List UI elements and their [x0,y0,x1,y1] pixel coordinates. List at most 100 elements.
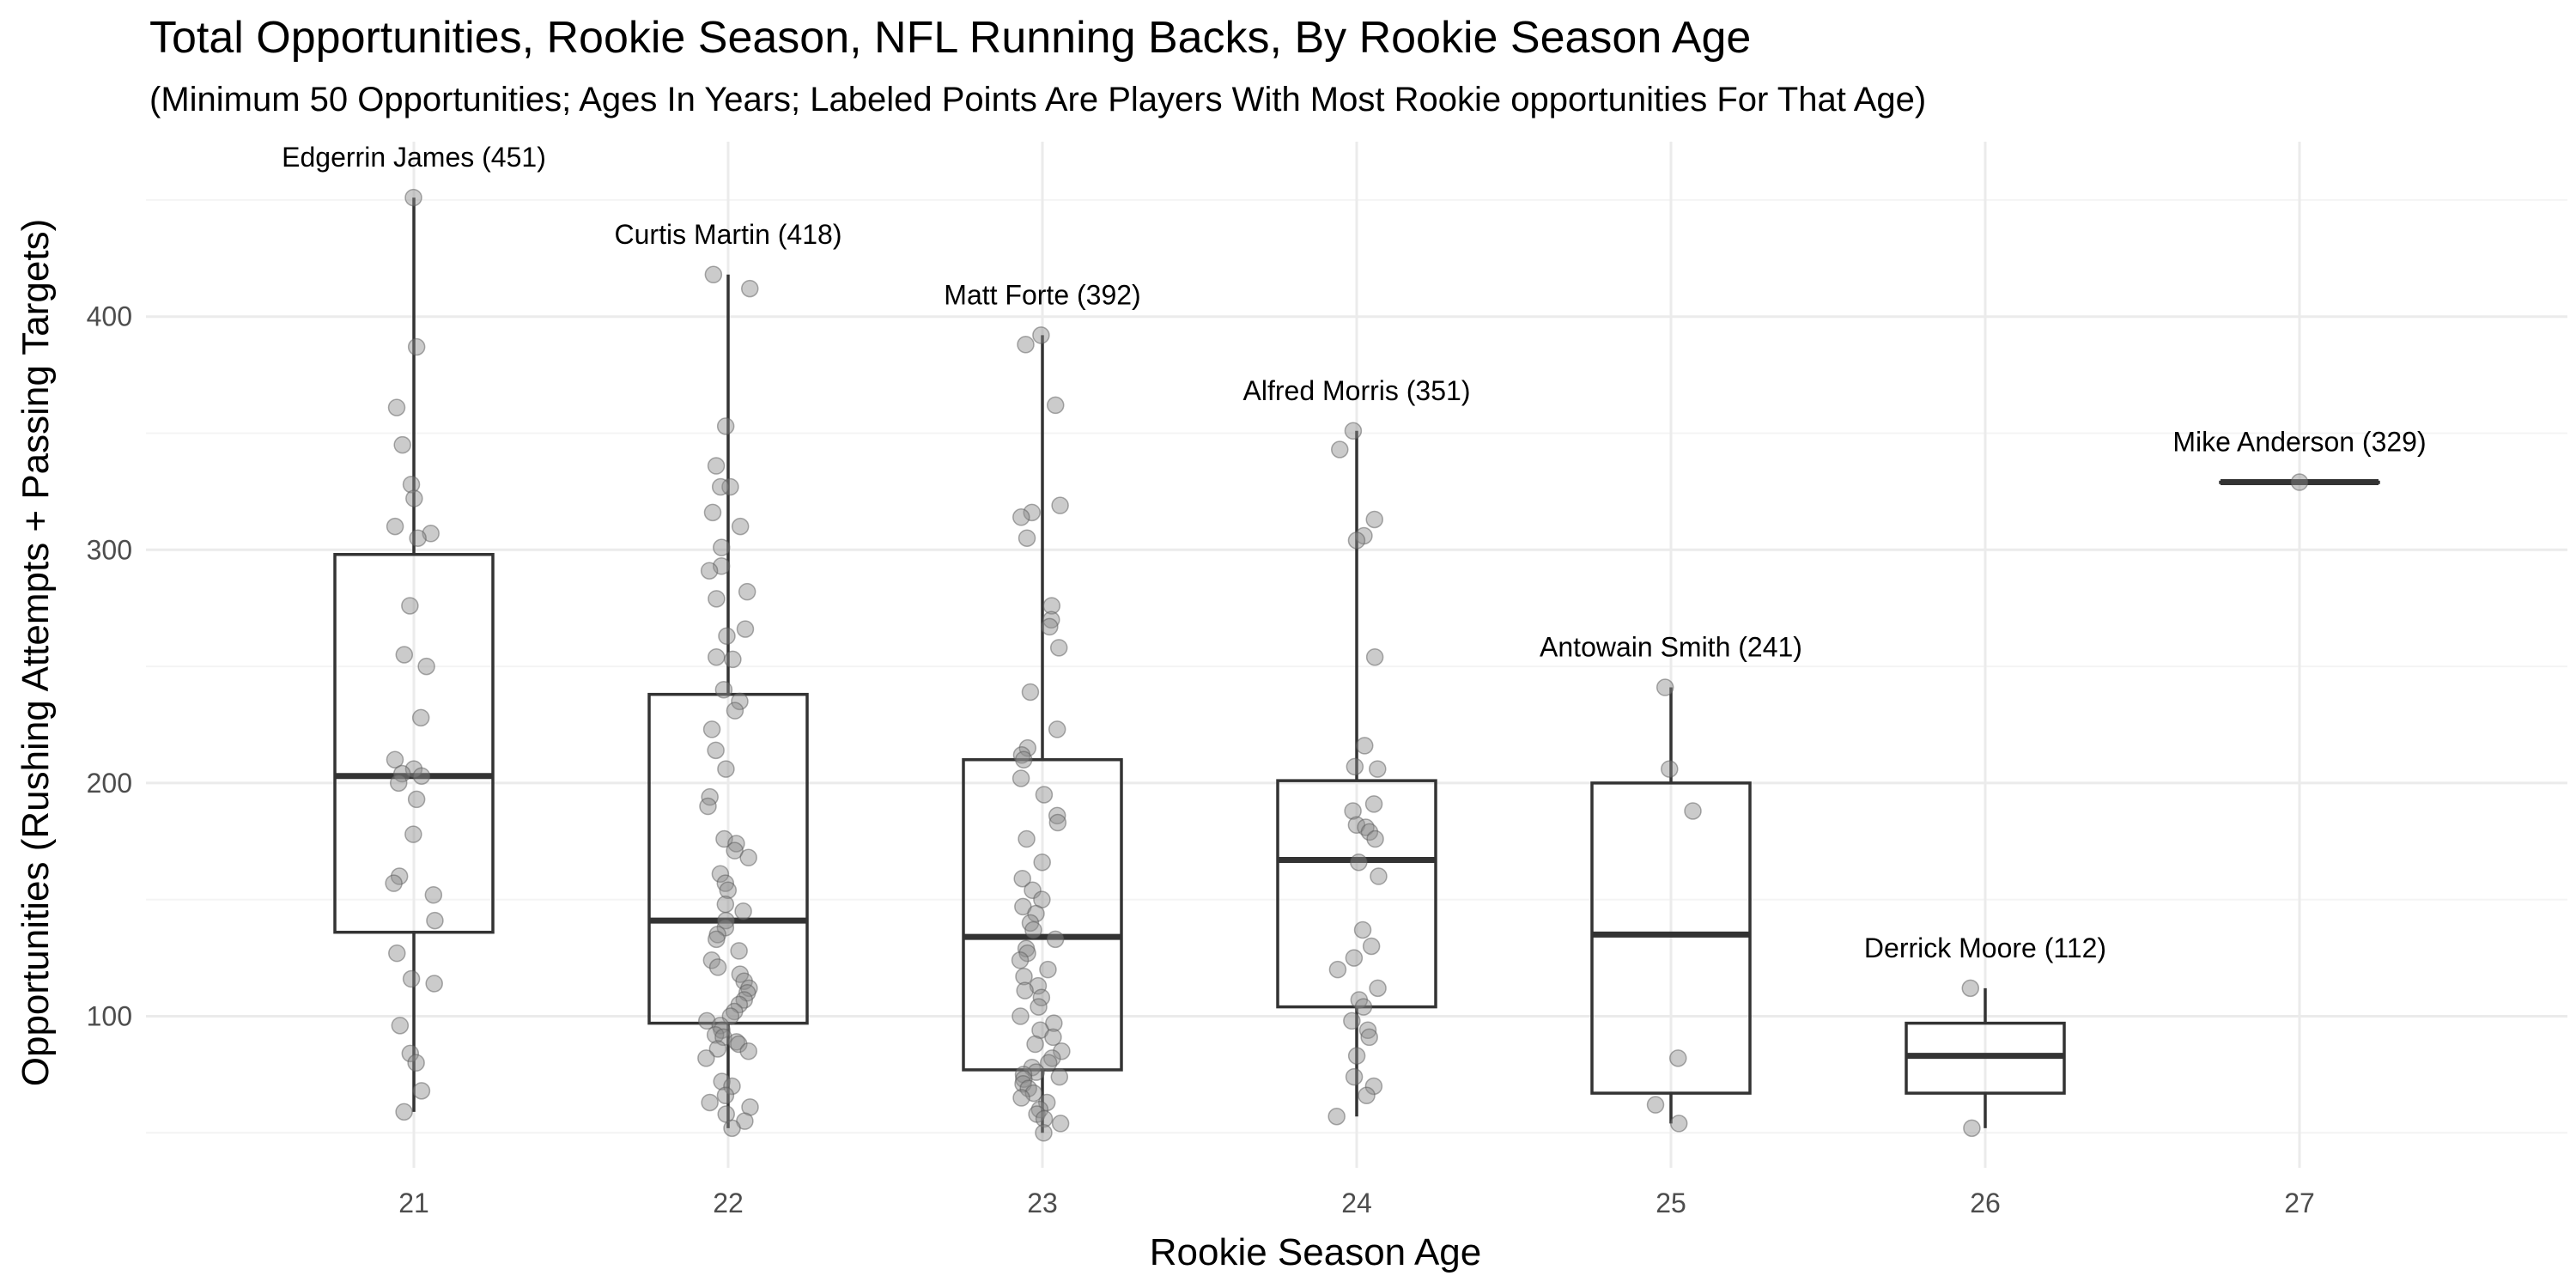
data-point [1023,503,1042,522]
points-age-25 [1646,678,1702,1133]
data-point [1358,1086,1376,1105]
player-label: Curtis Martin (418) [615,219,842,250]
iqr-box [1590,781,1752,1095]
data-point [1350,853,1368,872]
data-point [708,590,726,608]
data-point [1353,920,1372,939]
player-label: Matt Forte (392) [944,279,1140,310]
data-point [1017,336,1035,354]
data-point [387,398,406,416]
x-axis-title: Rookie Season Age [1150,1231,1482,1273]
data-point [1646,1096,1665,1114]
data-point [739,1042,757,1060]
data-point [1364,795,1383,813]
data-point [731,692,749,711]
data-point [1021,683,1040,702]
data-point [1365,510,1383,529]
points-age-23 [1011,326,1071,1142]
data-point [404,825,422,843]
chart-subtitle: (Minimum 50 Opportunities; Ages In Years… [149,81,1927,118]
data-point [717,760,735,778]
axis-layer: 100 200 300 400 21 22 23 24 25 26 27 [87,301,2315,1218]
x-tick-label: 21 [398,1188,429,1218]
data-point [1345,1067,1364,1086]
iqr-box [1276,779,1437,1009]
data-point [1048,720,1066,738]
data-point [1012,508,1030,526]
data-point [726,702,744,720]
data-point [713,1072,731,1091]
data-point [1049,639,1068,657]
label-layer: Edgerrin James (451) Curtis Martin (418) M… [282,142,2426,963]
box-age-23 [962,335,1123,1133]
x-tick-label: 26 [1970,1188,2001,1218]
data-point [1684,802,1702,820]
data-point [702,720,721,738]
data-point [1354,998,1373,1016]
data-point [723,1119,741,1138]
data-point [1012,769,1030,787]
data-point [1024,881,1042,900]
chart-title: Total Opportunities, Rookie Season, NFL … [149,13,1752,63]
data-point [407,1054,425,1072]
data-point [1042,597,1061,615]
y-tick-label: 100 [87,1000,132,1031]
data-point [409,529,427,547]
y-axis-title: Opportunities (Rushing Attempts + Passin… [15,219,57,1086]
data-point [736,620,755,638]
data-point [1661,760,1679,778]
x-tick-label: 25 [1656,1188,1686,1218]
data-point [1039,1054,1058,1072]
data-point [1024,920,1042,939]
data-point [1046,396,1065,415]
data-point [1366,829,1384,848]
data-point [723,1077,741,1096]
data-point [707,457,726,475]
data-point [711,865,730,884]
data-point [1039,960,1057,979]
x-tick-label: 27 [2284,1188,2315,1218]
data-point [1018,944,1036,963]
data-point [1016,981,1034,999]
box-age-26 [1905,987,2066,1128]
data-point [731,517,750,536]
data-point [702,951,721,969]
data-point [738,582,756,601]
data-point [739,848,757,867]
data-point [391,1017,410,1035]
data-point [1669,1115,1688,1133]
data-point [726,841,744,860]
data-point [407,337,426,356]
data-point [1015,1070,1033,1089]
data-point [425,975,443,993]
data-point [407,790,426,809]
data-point [1030,1100,1049,1119]
data-point [1369,760,1387,778]
data-point [426,911,444,930]
data-point [708,647,726,666]
data-point [1048,813,1067,832]
data-point [708,930,726,949]
data-point [392,764,411,783]
data-point [1018,529,1036,547]
data-point [412,1082,431,1100]
data-point [401,1044,420,1063]
data-point [704,265,723,284]
data-point [699,797,717,816]
data-point [417,657,435,676]
data-point [718,627,736,646]
data-point [388,944,406,963]
data-point [716,1086,735,1105]
data-point [390,867,409,885]
data-point [719,881,738,900]
iqr-box [333,552,495,934]
data-point [1369,979,1387,998]
data-point [1012,1089,1030,1107]
data-point [411,708,430,727]
data-point [1327,1108,1346,1126]
data-point [402,969,421,988]
player-label: Mike Anderson (329) [2172,427,2426,458]
box-age-25 [1590,687,1752,1124]
data-point [707,741,725,760]
